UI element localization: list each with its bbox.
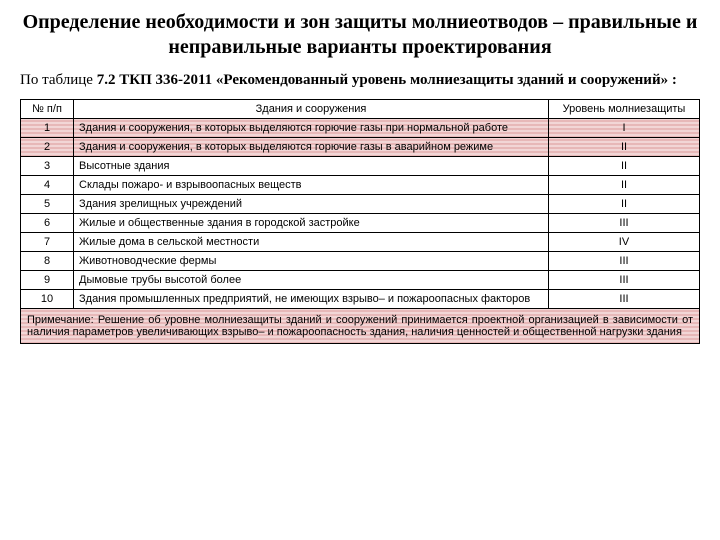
- col-level: Уровень молниезащиты: [549, 100, 700, 119]
- subtitle-ref: 7.2 ТКП 336-2011 «Рекомендованный уровен…: [97, 72, 677, 88]
- row-desc: Склады пожаро- и взрывоопасных веществ: [74, 176, 549, 195]
- table-row: 4Склады пожаро- и взрывоопасных веществI…: [21, 176, 700, 195]
- row-num: 2: [21, 138, 74, 157]
- row-level: III: [549, 290, 700, 309]
- row-num: 4: [21, 176, 74, 195]
- row-desc: Животноводческие фермы: [74, 252, 549, 271]
- table-row: 2Здания и сооружения, в которых выделяют…: [21, 138, 700, 157]
- row-level: I: [549, 119, 700, 138]
- table-row: 5Здания зрелищных учрежденийII: [21, 195, 700, 214]
- row-level: III: [549, 252, 700, 271]
- table-note-row: Примечание: Решение об уровне молниезащи…: [21, 309, 700, 344]
- row-level: II: [549, 195, 700, 214]
- col-desc: Здания и сооружения: [74, 100, 549, 119]
- row-num: 1: [21, 119, 74, 138]
- table-note: Примечание: Решение об уровне молниезащи…: [21, 309, 700, 344]
- row-level: IV: [549, 233, 700, 252]
- table-row: 7Жилые дома в сельской местностиIV: [21, 233, 700, 252]
- table-row: 9Дымовые трубы высотой болееIII: [21, 271, 700, 290]
- row-num: 5: [21, 195, 74, 214]
- row-desc: Здания и сооружения, в которых выделяютс…: [74, 119, 549, 138]
- row-level: III: [549, 271, 700, 290]
- row-num: 10: [21, 290, 74, 309]
- row-num: 7: [21, 233, 74, 252]
- table-row: 8Животноводческие фермыIII: [21, 252, 700, 271]
- table-row: 6Жилые и общественные здания в городской…: [21, 214, 700, 233]
- row-desc: Здания зрелищных учреждений: [74, 195, 549, 214]
- subtitle: По таблице 7.2 ТКП 336-2011 «Рекомендова…: [20, 72, 700, 89]
- row-desc: Здания промышленных предприятий, не имею…: [74, 290, 549, 309]
- subtitle-prefix: По таблице: [20, 72, 93, 88]
- col-num: № п/п: [21, 100, 74, 119]
- row-desc: Жилые и общественные здания в городской …: [74, 214, 549, 233]
- row-num: 8: [21, 252, 74, 271]
- row-desc: Дымовые трубы высотой более: [74, 271, 549, 290]
- row-num: 3: [21, 157, 74, 176]
- table-row: 10Здания промышленных предприятий, не им…: [21, 290, 700, 309]
- row-desc: Жилые дома в сельской местности: [74, 233, 549, 252]
- row-level: II: [549, 176, 700, 195]
- protection-table: № п/п Здания и сооружения Уровень молние…: [20, 99, 700, 344]
- row-num: 6: [21, 214, 74, 233]
- row-level: III: [549, 214, 700, 233]
- table-row: 3Высотные зданияII: [21, 157, 700, 176]
- row-level: II: [549, 157, 700, 176]
- table-row: 1Здания и сооружения, в которых выделяют…: [21, 119, 700, 138]
- row-desc: Высотные здания: [74, 157, 549, 176]
- row-desc: Здания и сооружения, в которых выделяютс…: [74, 138, 549, 157]
- row-level: II: [549, 138, 700, 157]
- page-title: Определение необходимости и зон защиты м…: [20, 10, 700, 60]
- row-num: 9: [21, 271, 74, 290]
